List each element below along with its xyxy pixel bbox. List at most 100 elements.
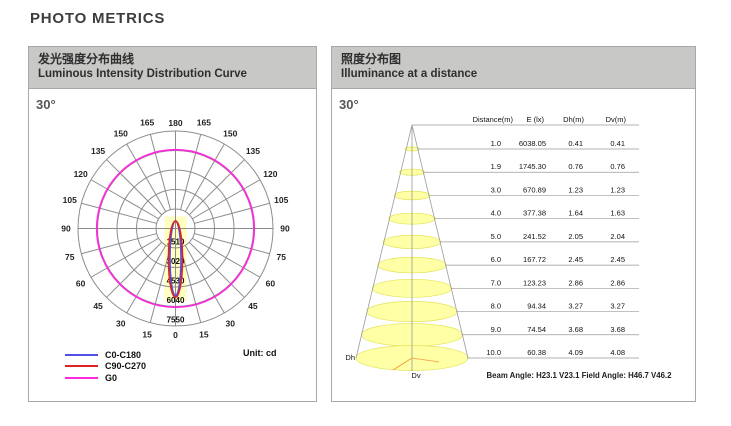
- unit-label: Unit: cd: [243, 348, 277, 358]
- table-cell: 4.08: [610, 348, 625, 357]
- angle-label: 75: [65, 252, 75, 262]
- table-cell: 6038.05: [519, 139, 546, 148]
- panel-right-header: 照度分布图 Illuminance at a distance: [332, 47, 695, 89]
- legend-label: G0: [105, 372, 118, 383]
- polar-spoke: [188, 241, 245, 298]
- panel-left-title-en: Luminous Intensity Distribution Curve: [38, 68, 247, 80]
- polar-spoke: [106, 241, 163, 298]
- table-cell: 5.0: [491, 232, 501, 241]
- angle-label: 105: [63, 195, 77, 205]
- angle-label: 60: [76, 278, 86, 288]
- table-cell: 3.68: [568, 325, 583, 334]
- panel-right-title-zh: 照度分布图: [341, 52, 402, 66]
- panel-right-title-en: Illuminance at a distance: [341, 68, 478, 80]
- legend-item: C0-C180: [65, 349, 146, 361]
- angle-label: 165: [140, 118, 154, 128]
- dh-label: Dh: [345, 353, 355, 362]
- polar-spoke: [126, 143, 167, 212]
- cone-diagram-area: Distance(m) E (lx) Dh(m) Dv(m) 1.0 6038.05 0.4…: [332, 89, 695, 401]
- table-cell: 0.41: [610, 139, 625, 148]
- legend-label: C90-C270: [105, 361, 147, 372]
- table-cell: 241.52: [523, 232, 546, 241]
- panel-left-title-zh: 发光强度分布曲线: [38, 52, 135, 66]
- ring-value-label: 3020: [167, 257, 185, 266]
- legend-item: G0: [65, 372, 146, 384]
- polar-spoke: [149, 247, 171, 323]
- table-cell: 0.76: [610, 162, 625, 171]
- ring-value-label: 1510: [167, 238, 185, 247]
- polar-spoke: [149, 134, 171, 210]
- table-cell: 1.64: [568, 209, 583, 218]
- polar-spoke: [188, 159, 245, 216]
- table-cell: 0.41: [568, 139, 583, 148]
- polar-spoke: [194, 233, 270, 255]
- table-cell: 3.0: [491, 185, 501, 194]
- table-cell: 3.27: [610, 302, 625, 311]
- table-cell: 8.0: [491, 302, 501, 311]
- table-cell: 1.63: [610, 209, 625, 218]
- beam-angle-footer: Beam Angle: H23.1 V23.1 Field Angle: H46…: [487, 371, 673, 380]
- table-cell: 4.0: [491, 209, 501, 218]
- polar-intensity-chart: 1510 3020 4530 6040 7550 0 15 15 30 30 45 45 60 60 75 7…: [61, 118, 290, 340]
- table-cell: 4.09: [568, 348, 583, 357]
- angle-label: 60: [266, 278, 276, 288]
- polar-chart-area: 1510 3020 4530 6040 7550 0 15 15 30 30 45 45 60 60 75 7…: [29, 89, 316, 401]
- legend-swatch: [65, 376, 98, 379]
- table-cell: 60.38: [527, 348, 546, 357]
- angle-label: 180: [168, 118, 182, 128]
- legend-item: C90-C270: [65, 361, 146, 373]
- curve-g0: [95, 148, 256, 309]
- table-cell: 1.23: [568, 185, 583, 194]
- table-cell: 2.86: [610, 278, 625, 287]
- table-header-cell: E (lx): [527, 115, 545, 124]
- angle-label: 30: [226, 318, 236, 328]
- ring-value-label: 7550: [167, 316, 185, 325]
- angle-label: 120: [263, 169, 277, 179]
- table-cell: 10.0: [486, 348, 501, 357]
- angle-label: 30: [116, 318, 126, 328]
- polar-spoke: [180, 247, 202, 323]
- ring-value-label: 6040: [167, 296, 185, 305]
- table-cell: 670.89: [523, 185, 546, 194]
- dv-label: Dv: [411, 371, 420, 380]
- polar-spoke: [90, 237, 159, 278]
- table-header-cell: Dv(m): [606, 115, 627, 124]
- table-cell: 1.9: [491, 162, 501, 171]
- table-cell: 2.86: [568, 278, 583, 287]
- table-cell: 6.0: [491, 255, 501, 264]
- legend-swatch: [65, 353, 98, 356]
- angle-label: 45: [93, 301, 103, 311]
- angle-label: 15: [199, 329, 209, 339]
- cone-right-side: [411, 124, 469, 359]
- polar-spoke: [184, 143, 225, 212]
- illuminance-cone-diagram: Distance(m) E (lx) Dh(m) Dv(m) 1.0 6038.05 0.4…: [345, 115, 673, 380]
- polar-spoke: [81, 233, 157, 255]
- angle-label: 90: [61, 224, 71, 234]
- dh-radius-mark: [411, 357, 440, 363]
- polar-spoke: [90, 179, 159, 220]
- angle-label: 45: [248, 301, 258, 311]
- table-cell: 1.23: [610, 185, 625, 194]
- polar-spoke: [81, 202, 157, 224]
- beam-angle-label-left: 30°: [36, 97, 56, 112]
- table-cell: 2.45: [610, 255, 625, 264]
- table-cell: 1745.30: [519, 162, 546, 171]
- panel-luminous-intensity: 发光强度分布曲线 Luminous Intensity Distribution…: [28, 46, 317, 402]
- table-cell: 123.23: [523, 278, 546, 287]
- polar-spoke: [194, 202, 270, 224]
- angle-label: 150: [223, 129, 237, 139]
- polar-spoke: [126, 245, 167, 314]
- table-cell: 2.05: [568, 232, 583, 241]
- table-cell: 2.45: [568, 255, 583, 264]
- table-cell: 3.27: [568, 302, 583, 311]
- beam-angle-label-right: 30°: [339, 97, 359, 112]
- angle-label: 15: [142, 329, 152, 339]
- angle-label: 150: [114, 129, 128, 139]
- table-cell: 2.04: [610, 232, 625, 241]
- table-cell: 7.0: [491, 278, 501, 287]
- table-cell: 94.34: [527, 302, 546, 311]
- angle-label: 135: [246, 146, 260, 156]
- legend-label: C0-C180: [105, 349, 142, 360]
- legend-swatch: [65, 365, 98, 368]
